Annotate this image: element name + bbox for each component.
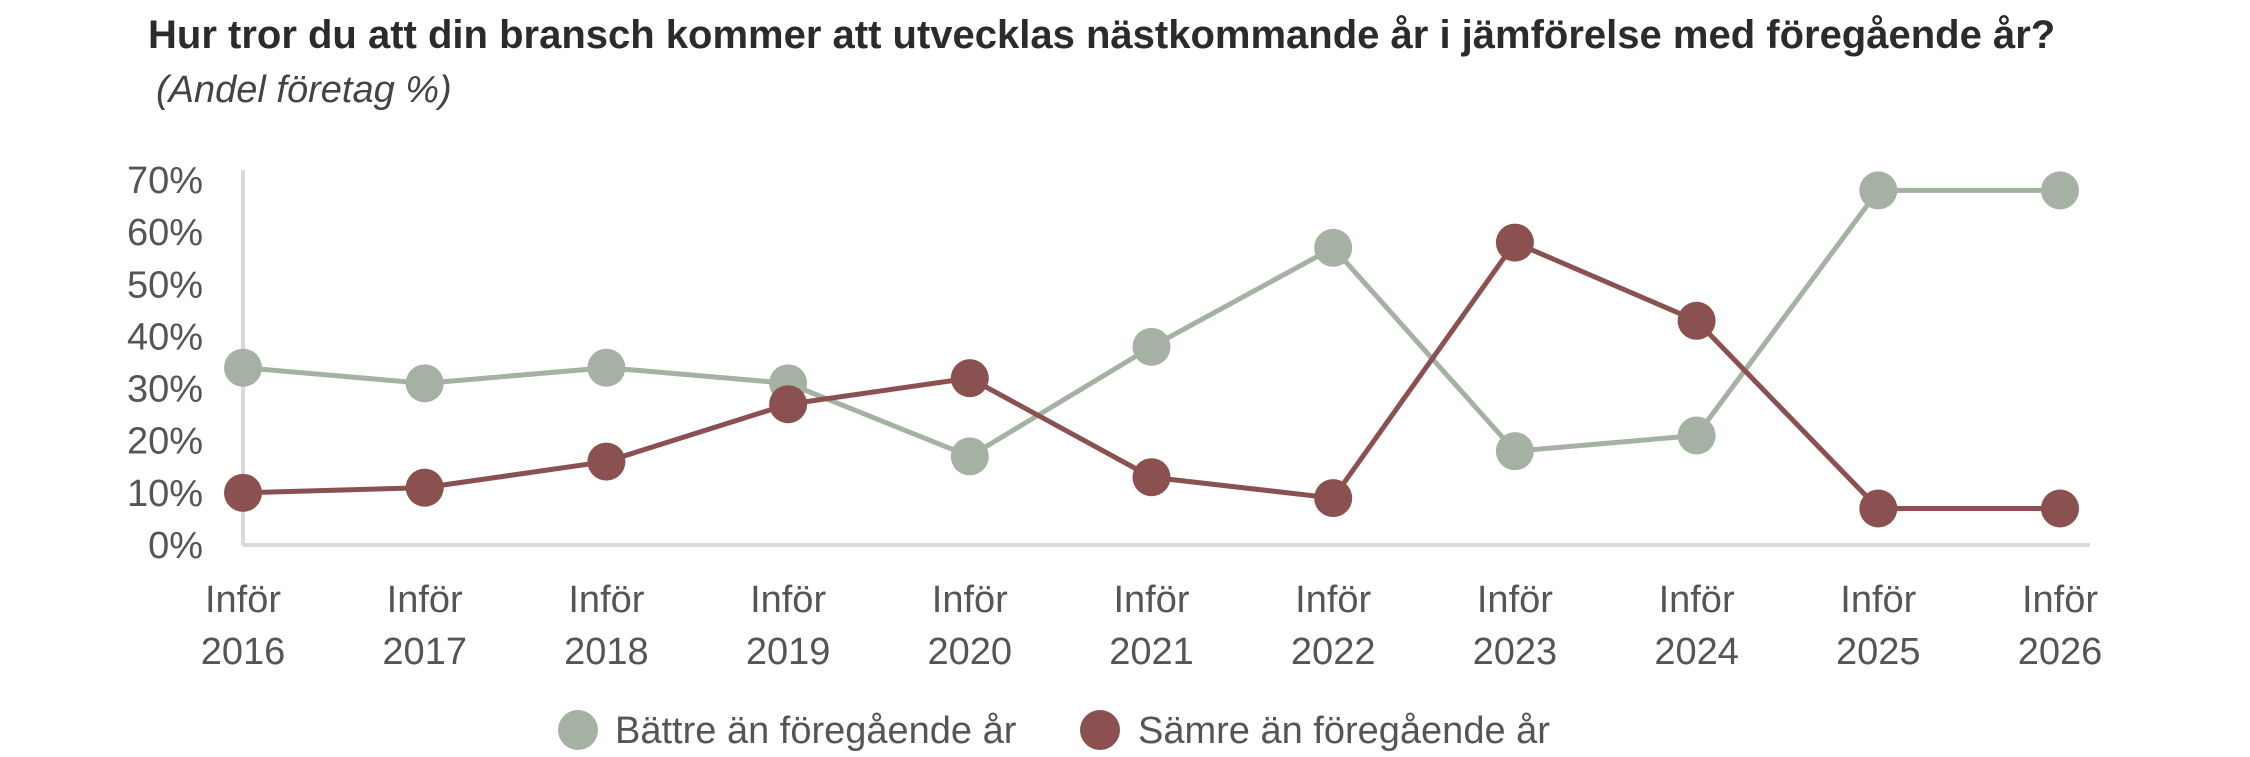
chart-subtitle: (Andel företag %): [156, 69, 452, 111]
x-tick-label: 2020: [928, 631, 1013, 673]
x-tick-label: 2023: [1473, 631, 1558, 673]
data-point: [1314, 228, 1353, 267]
y-tick-label: 0%: [148, 525, 203, 567]
data-point: [1132, 458, 1171, 497]
chart-title-block: Hur tror du att din bransch kommer att u…: [148, 8, 2148, 117]
y-tick-label: 70%: [127, 160, 203, 202]
legend-label: Sämre än föregående år: [1138, 710, 1550, 752]
x-tick-label: 2016: [201, 631, 286, 673]
data-point: [1495, 223, 1534, 262]
data-point: [1677, 301, 1716, 340]
x-tick-label: 2018: [564, 631, 649, 673]
y-tick-label: 50%: [127, 264, 203, 306]
legend-marker: [1080, 710, 1120, 750]
chart-title: Hur tror du att din bransch kommer att u…: [148, 13, 2056, 57]
chart-axes: 0% 10% 20% 30% 40% 50% 60% 70% Inför 2016 Inför 201…: [127, 160, 2102, 673]
x-tick-label: Inför: [750, 579, 826, 621]
y-tick-label: 10%: [127, 473, 203, 515]
x-tick-label: Inför: [2022, 579, 2098, 621]
legend-label: Bättre än föregående år: [615, 710, 1017, 752]
data-point: [405, 364, 444, 403]
x-tick-label: Inför: [1659, 579, 1735, 621]
x-tick-label: 2025: [1836, 631, 1921, 673]
data-point: [587, 348, 626, 387]
x-tick-label: Inför: [387, 579, 463, 621]
x-tick-label: 2024: [1654, 631, 1739, 673]
x-tick-label: Inför: [1840, 579, 1916, 621]
data-point: [1677, 416, 1716, 455]
x-tick-label: 2019: [746, 631, 831, 673]
data-point: [1495, 432, 1534, 471]
y-tick-label: 60%: [127, 212, 203, 254]
data-point: [1314, 479, 1353, 518]
x-tick-label: 2017: [382, 631, 467, 673]
y-tick-label: 40%: [127, 316, 203, 358]
x-tick-label: Inför: [932, 579, 1008, 621]
data-point: [405, 468, 444, 507]
legend-marker: [558, 710, 598, 750]
data-point: [950, 437, 989, 476]
x-tick-label: Inför: [568, 579, 644, 621]
data-point: [224, 473, 262, 512]
x-tick-label: 2022: [1291, 631, 1376, 673]
data-point: [950, 359, 989, 398]
chart-legend: Bättre än föregående år Sämre än föregåen…: [558, 710, 1550, 752]
series-points: [224, 171, 2079, 528]
y-tick-label: 30%: [127, 369, 203, 411]
x-tick-label: 2021: [1109, 631, 1194, 673]
data-point: [1132, 327, 1171, 366]
data-point: [224, 348, 262, 387]
data-point: [2041, 489, 2079, 528]
x-tick-label: 2026: [2018, 631, 2103, 673]
data-point: [769, 385, 808, 424]
x-tick-label: Inför: [205, 579, 281, 621]
data-point: [587, 442, 626, 481]
data-point: [1859, 489, 1898, 528]
x-tick-label: Inför: [1113, 579, 1189, 621]
x-tick-label: Inför: [1295, 579, 1371, 621]
x-tick-label: Inför: [1477, 579, 1553, 621]
data-point: [2041, 171, 2079, 210]
y-tick-label: 20%: [127, 421, 203, 463]
data-point: [1859, 171, 1898, 210]
